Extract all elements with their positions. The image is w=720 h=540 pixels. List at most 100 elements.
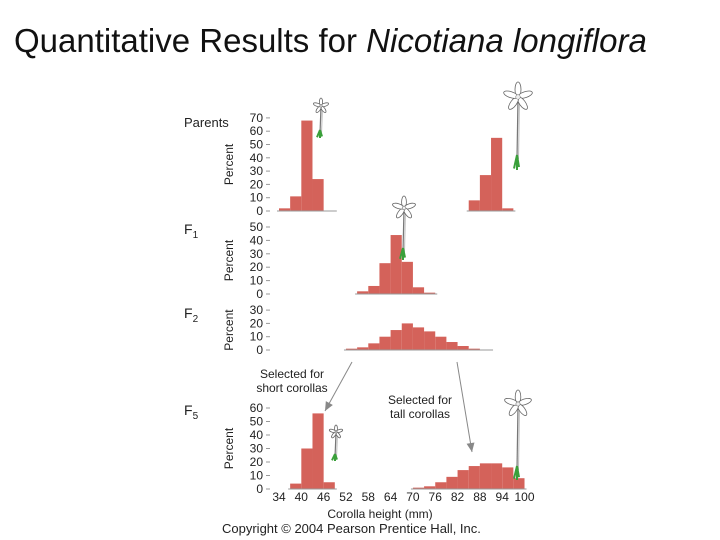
histogram-bar	[446, 342, 458, 350]
y-tick-label: 60	[250, 124, 264, 138]
generation-label: F5	[184, 402, 199, 422]
annotation-tall-corollas: Selected for tall corollas	[388, 393, 452, 421]
y-tick-label: 50	[250, 415, 264, 429]
y-tick-label: 10	[250, 191, 264, 205]
title-prefix: Quantitative Results for	[14, 22, 367, 59]
annotation-line: short corollas	[256, 381, 327, 395]
histogram-bar	[290, 483, 302, 489]
x-axis-label: Corolla height (mm)	[327, 507, 432, 521]
histogram-bar	[468, 200, 480, 211]
y-axis-label: Percent	[222, 143, 236, 185]
annotation-line: Selected for	[388, 393, 452, 407]
x-tick-label: 70	[406, 490, 420, 504]
histogram-bar	[479, 175, 492, 211]
y-tick-label: 10	[250, 274, 264, 288]
y-tick-label: 20	[250, 316, 264, 330]
y-tick-label: 0	[256, 343, 263, 357]
y-tick-label: 10	[250, 469, 264, 483]
histogram-bar	[312, 413, 324, 489]
x-tick-label: 34	[272, 490, 286, 504]
histogram-bar	[479, 463, 492, 489]
histogram-bar	[401, 323, 413, 350]
y-axis-label: Percent	[222, 239, 236, 281]
x-tick-label: 58	[362, 490, 376, 504]
histogram-bar	[323, 482, 335, 489]
annotation-line: Selected for	[260, 367, 324, 381]
histogram-bar	[435, 336, 447, 350]
histogram-bar	[312, 179, 324, 211]
histogram-bar	[513, 478, 525, 489]
x-tick-label: 64	[384, 490, 398, 504]
y-tick-label: 40	[250, 428, 264, 442]
y-tick-label: 20	[250, 260, 264, 274]
y-tick-label: 50	[250, 138, 264, 152]
flower-tall-icon	[503, 81, 533, 170]
histogram-bar	[457, 470, 469, 489]
histogram-bar	[368, 285, 380, 294]
histogram-bar	[424, 486, 436, 489]
selection-arrow-short	[324, 361, 353, 412]
generation-subscript: 5	[193, 411, 199, 422]
histogram-bar	[390, 235, 402, 294]
histogram-bar	[502, 208, 514, 211]
histogram-bar	[412, 487, 425, 489]
histogram-bar	[468, 348, 480, 350]
x-tick-label: 94	[496, 490, 510, 504]
histogram-bar	[301, 120, 313, 211]
histogram-bar	[468, 466, 480, 489]
histogram-bar	[491, 137, 503, 211]
y-tick-label: 0	[256, 482, 263, 496]
histogram-bar	[412, 327, 425, 350]
x-tick-label: 52	[339, 490, 353, 504]
histogram-bar	[357, 347, 369, 350]
y-tick-label: 70	[250, 111, 264, 125]
histogram-bar	[446, 476, 458, 489]
histogram-bar	[390, 330, 402, 350]
x-tick-label: 100	[515, 490, 535, 504]
copyright-text: Copyright © 2004 Pearson Prentice Hall, …	[222, 521, 481, 536]
histogram-bar	[357, 291, 369, 294]
y-tick-label: 20	[250, 455, 264, 469]
histogram-bar	[290, 196, 302, 211]
y-tick-label: 10	[250, 330, 264, 344]
generation-label: F1	[184, 221, 199, 241]
histogram-bar	[435, 482, 447, 489]
x-tick-label: 88	[473, 490, 487, 504]
x-tick-label: 82	[451, 490, 465, 504]
histogram-bar	[279, 208, 291, 211]
generation-subscript: 2	[193, 314, 199, 325]
histogram-bar	[345, 348, 358, 350]
histogram-bar	[424, 292, 436, 294]
flower-short-icon	[312, 97, 330, 138]
y-axis-label: Percent	[222, 309, 236, 351]
x-tick-label: 40	[295, 490, 309, 504]
histogram-bar	[502, 467, 514, 489]
flower-short-f5-icon	[328, 424, 344, 461]
histogram-bar	[424, 331, 436, 350]
y-tick-label: 20	[250, 177, 264, 191]
y-tick-label: 40	[250, 151, 264, 165]
selection-arrow-tall	[456, 361, 473, 453]
flower-tall-f5-icon	[504, 389, 532, 480]
y-tick-label: 0	[256, 204, 263, 218]
y-tick-label: 0	[256, 287, 263, 301]
histogram-bar	[379, 336, 391, 350]
histogram-bar	[379, 263, 391, 294]
y-tick-label: 30	[250, 442, 264, 456]
histogram-bar	[457, 346, 469, 350]
selection-arrow-tall-head	[466, 442, 475, 452]
generation-subscript: 1	[193, 230, 199, 241]
selection-arrow-short-head	[325, 401, 333, 411]
y-tick-label: 50	[250, 220, 264, 234]
y-tick-label: 30	[250, 164, 264, 178]
x-tick-label: 76	[429, 490, 443, 504]
histogram-bar	[491, 463, 503, 489]
title-species: Nicotiana longiflora	[366, 22, 647, 59]
histogram-bar	[401, 261, 413, 294]
histogram-bar	[368, 343, 380, 350]
y-tick-label: 60	[250, 401, 264, 415]
generation-label: Parents	[184, 115, 229, 130]
annotation-short-corollas: Selected for short corollas	[256, 367, 327, 395]
histogram-bar	[412, 287, 425, 294]
